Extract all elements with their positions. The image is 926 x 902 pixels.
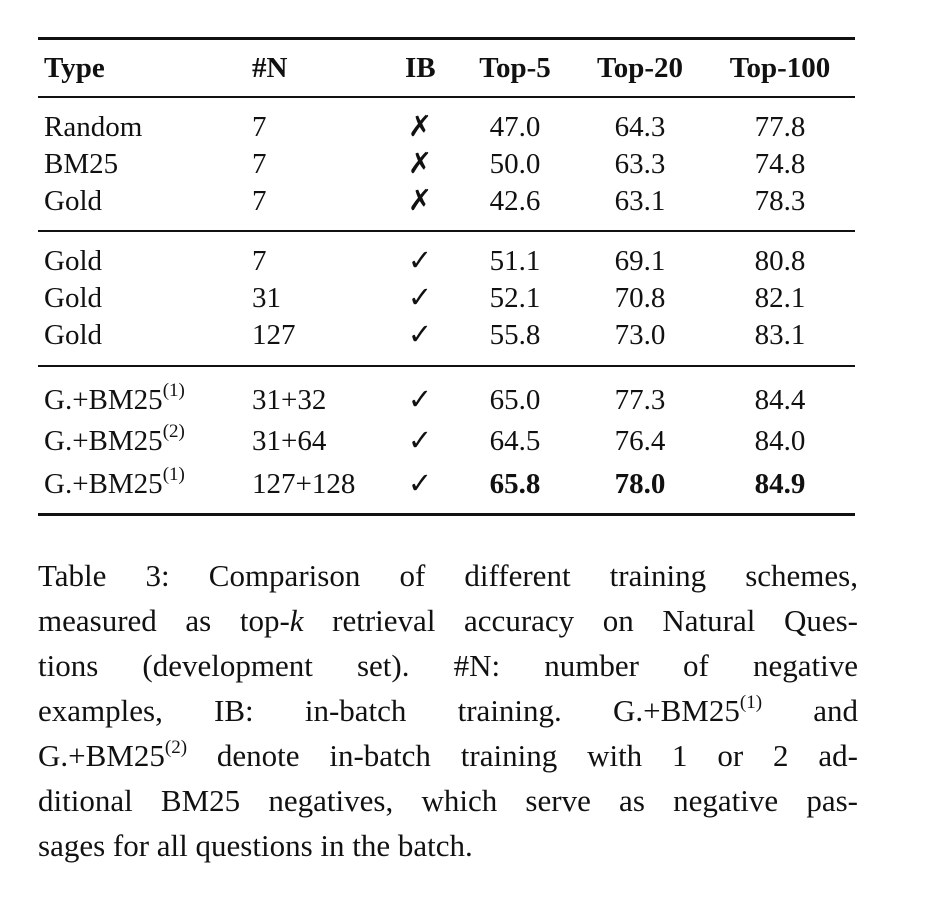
cell-top5: 52.1 bbox=[489, 282, 541, 314]
cell-type-superscript: (2) bbox=[162, 421, 185, 442]
cell-top5: 65.8 bbox=[489, 468, 541, 500]
cell-n: 127+128 bbox=[252, 468, 356, 500]
cell-type: Gold bbox=[44, 185, 102, 217]
header-top5: Top-5 bbox=[479, 52, 551, 84]
top-rule bbox=[38, 37, 855, 40]
cell-top5: 47.0 bbox=[489, 111, 541, 143]
cell-n: 7 bbox=[252, 111, 267, 143]
cell-type: G.+BM25(1) bbox=[44, 464, 185, 500]
group-rule bbox=[38, 365, 855, 367]
caption-line: ditional BM25 negatives, which serve as … bbox=[38, 783, 858, 818]
table-row: G.+BM25(1) 127+128 ✓ 65.8 78.0 84.9 bbox=[0, 464, 926, 502]
cell-n: 31 bbox=[252, 282, 281, 314]
cell-top100: 84.9 bbox=[754, 468, 806, 500]
table-row: BM25 7 ✗ 50.0 63.3 74.8 bbox=[0, 146, 926, 182]
caption-superscript: (2) bbox=[164, 737, 188, 758]
cell-top20: 70.8 bbox=[614, 282, 666, 314]
cell-top100: 84.4 bbox=[754, 384, 806, 416]
header-row: Type #N IB Top-5 Top-20 Top-100 bbox=[0, 50, 926, 86]
caption-line: sages for all questions in the batch. bbox=[38, 828, 473, 863]
cell-top5: 50.0 bbox=[489, 148, 541, 180]
cell-top20: 69.1 bbox=[614, 245, 666, 277]
cell-top20: 64.3 bbox=[614, 111, 666, 143]
table-row: G.+BM25(1) 31+32 ✓ 65.0 77.3 84.4 bbox=[0, 380, 926, 418]
header-top100: Top-100 bbox=[729, 52, 831, 84]
caption-line: measured as top-k retrieval accuracy on … bbox=[38, 603, 858, 638]
cell-top100: 83.1 bbox=[754, 319, 806, 351]
cell-top100: 82.1 bbox=[754, 282, 806, 314]
cell-top5: 65.0 bbox=[489, 384, 541, 416]
header-ib: IB bbox=[405, 52, 436, 84]
cell-ib: ✓ bbox=[407, 425, 433, 457]
caption-line: examples, IB: in-batch training. G.+BM25… bbox=[38, 692, 858, 728]
cell-type-superscript: (1) bbox=[162, 464, 185, 485]
cell-ib: ✓ bbox=[407, 245, 433, 277]
cell-top100: 84.0 bbox=[754, 425, 806, 457]
cell-top5: 42.6 bbox=[489, 185, 541, 217]
cell-top100: 77.8 bbox=[754, 111, 806, 143]
table-row: Gold 31 ✓ 52.1 70.8 82.1 bbox=[0, 280, 926, 316]
cell-top5: 64.5 bbox=[489, 425, 541, 457]
caption-superscript: (1) bbox=[739, 692, 763, 713]
cell-top100: 78.3 bbox=[754, 185, 806, 217]
cell-n: 127 bbox=[252, 319, 296, 351]
cell-top20: 77.3 bbox=[614, 384, 666, 416]
cell-top100: 80.8 bbox=[754, 245, 806, 277]
table-row: Random 7 ✗ 47.0 64.3 77.8 bbox=[0, 109, 926, 145]
header-top20: Top-20 bbox=[597, 52, 683, 84]
cell-type: G.+BM25(1) bbox=[44, 380, 185, 416]
cell-top5: 55.8 bbox=[489, 319, 541, 351]
bottom-rule bbox=[38, 513, 855, 516]
cell-ib: ✓ bbox=[407, 319, 433, 351]
group-rule bbox=[38, 230, 855, 232]
cell-type: Gold bbox=[44, 319, 102, 351]
table-caption: Table 3: Comparison of different trainin… bbox=[38, 553, 858, 868]
caption-line: tions (development set). #N: number of n… bbox=[38, 648, 858, 683]
cell-top5: 51.1 bbox=[489, 245, 541, 277]
cell-ib: ✓ bbox=[407, 468, 433, 500]
cell-top20: 76.4 bbox=[614, 425, 666, 457]
cell-top20: 73.0 bbox=[614, 319, 666, 351]
cell-n: 7 bbox=[252, 245, 267, 277]
cell-top20: 63.3 bbox=[614, 148, 666, 180]
cell-top20: 78.0 bbox=[614, 468, 666, 500]
cell-type: BM25 bbox=[44, 148, 119, 180]
cell-ib: ✓ bbox=[407, 282, 433, 314]
cell-ib: ✗ bbox=[407, 148, 433, 180]
cell-ib: ✗ bbox=[407, 185, 433, 217]
table-row: Gold 127 ✓ 55.8 73.0 83.1 bbox=[0, 317, 926, 353]
caption-italic-variable: k bbox=[289, 603, 304, 638]
cell-n: 31+32 bbox=[252, 384, 327, 416]
caption-line: G.+BM25(2) denote in-batch training with… bbox=[38, 737, 858, 773]
cell-n: 7 bbox=[252, 148, 267, 180]
table-row: Gold 7 ✓ 51.1 69.1 80.8 bbox=[0, 243, 926, 279]
cell-ib: ✓ bbox=[407, 384, 433, 416]
cell-type: Gold bbox=[44, 282, 102, 314]
cell-type: Random bbox=[44, 111, 143, 143]
cell-top100: 74.8 bbox=[754, 148, 806, 180]
table-row: G.+BM25(2) 31+64 ✓ 64.5 76.4 84.0 bbox=[0, 421, 926, 459]
cell-n: 31+64 bbox=[252, 425, 327, 457]
cell-type: G.+BM25(2) bbox=[44, 421, 185, 457]
cell-type-superscript: (1) bbox=[162, 380, 185, 401]
header-n: #N bbox=[252, 52, 288, 84]
header-rule bbox=[38, 96, 855, 98]
cell-n: 7 bbox=[252, 185, 267, 217]
table-row: Gold 7 ✗ 42.6 63.1 78.3 bbox=[0, 183, 926, 219]
cell-type: Gold bbox=[44, 245, 102, 277]
cell-top20: 63.1 bbox=[614, 185, 666, 217]
cell-ib: ✗ bbox=[407, 111, 433, 143]
header-type: Type bbox=[44, 52, 105, 84]
caption-line: Table 3: Comparison of different trainin… bbox=[38, 558, 858, 593]
